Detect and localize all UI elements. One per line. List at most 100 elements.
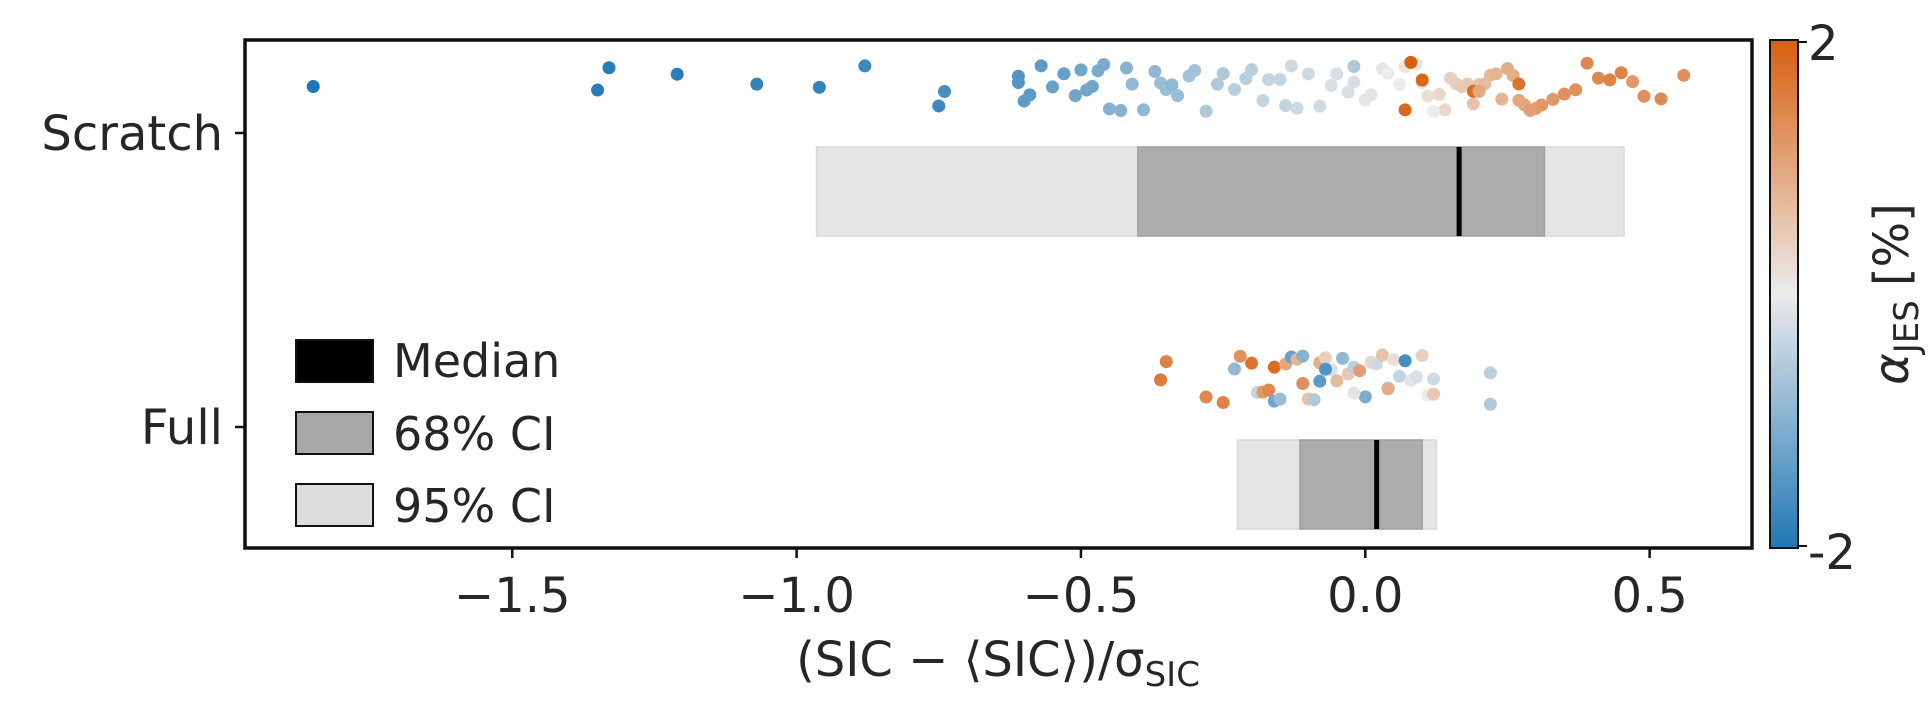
point-scratch-19: [1085, 79, 1099, 93]
point-full-5: [1233, 349, 1247, 363]
point-scratch-86: [1637, 89, 1651, 103]
point-scratch-32: [1188, 64, 1202, 78]
colorbar-gradient: [1769, 39, 1799, 549]
legend-swatch-ci95: [295, 483, 374, 527]
point-full-25: [1336, 351, 1350, 365]
point-full-0: [1154, 373, 1168, 387]
point-scratch-48: [1341, 85, 1355, 99]
point-scratch-80: [1569, 83, 1583, 97]
point-scratch-0: [306, 80, 320, 94]
point-full-1: [1159, 355, 1173, 369]
point-scratch-30: [1171, 89, 1185, 103]
point-full-35: [1392, 369, 1406, 383]
point-full-34: [1387, 353, 1401, 367]
point-scratch-13: [1034, 59, 1048, 73]
ci68-band-scratch: [1137, 146, 1546, 237]
point-scratch-33: [1199, 104, 1213, 118]
point-scratch-16: [1068, 89, 1082, 103]
colorbar-label-symbol: α: [1864, 353, 1920, 385]
point-scratch-81: [1580, 56, 1594, 70]
point-scratch-26: [1137, 103, 1151, 117]
point-scratch-46: [1324, 79, 1338, 93]
point-full-46: [1381, 382, 1395, 396]
point-scratch-25: [1125, 77, 1139, 91]
point-scratch-59: [1432, 87, 1446, 101]
point-full-36: [1398, 354, 1412, 368]
point-scratch-85: [1626, 75, 1640, 89]
point-scratch-97: [1279, 99, 1293, 113]
point-scratch-78: [1546, 92, 1560, 106]
point-scratch-3: [670, 67, 684, 81]
point-scratch-53: [1381, 66, 1395, 80]
point-scratch-8: [937, 84, 951, 98]
point-full-17: [1296, 376, 1310, 390]
point-scratch-12: [1023, 88, 1037, 102]
point-full-22: [1318, 351, 1332, 365]
point-full-41: [1427, 372, 1441, 386]
point-scratch-77: [1535, 98, 1549, 112]
legend-label-ci95: 95% CI: [393, 479, 556, 533]
colorbar-label: αJES [%]: [1864, 203, 1927, 385]
ci68-band-full: [1299, 439, 1423, 530]
point-scratch-2: [602, 61, 616, 75]
point-scratch-6: [858, 59, 872, 73]
point-scratch-1: [591, 83, 605, 97]
point-scratch-70: [1495, 92, 1509, 106]
point-scratch-60: [1438, 103, 1452, 117]
point-full-32: [1375, 348, 1389, 362]
point-scratch-87: [1654, 92, 1668, 106]
point-full-19: [1307, 393, 1321, 407]
point-scratch-41: [1273, 73, 1287, 87]
point-full-28: [1353, 364, 1367, 378]
point-full-29: [1358, 390, 1372, 404]
point-scratch-15: [1057, 67, 1071, 81]
point-scratch-89: [1398, 103, 1412, 117]
point-full-47: [1318, 362, 1332, 376]
point-full-21: [1313, 374, 1327, 388]
colorbar-label-subscript: JES: [1887, 300, 1927, 355]
point-scratch-51: [1364, 88, 1378, 102]
point-full-39: [1415, 348, 1429, 362]
point-scratch-95: [1427, 105, 1441, 119]
colorbar-min-label: -2: [1808, 525, 1856, 581]
x-tick-label-0: −1.5: [454, 568, 571, 624]
point-scratch-34: [1210, 77, 1224, 91]
point-full-4: [1228, 362, 1242, 376]
x-tick-label-1: −1.0: [738, 568, 855, 624]
point-scratch-5: [812, 80, 826, 94]
point-scratch-36: [1228, 82, 1242, 96]
colorbar: 2 -2 αJES [%]: [1769, 16, 1927, 581]
points-layer: [306, 55, 1691, 411]
point-scratch-22: [1102, 102, 1116, 116]
point-scratch-90: [1404, 55, 1418, 69]
point-scratch-49: [1347, 75, 1361, 89]
point-scratch-88: [1677, 68, 1691, 82]
point-scratch-43: [1290, 101, 1304, 115]
legend-label-ci68: 68% CI: [393, 407, 556, 461]
point-scratch-17: [1074, 63, 1088, 77]
point-scratch-23: [1114, 103, 1128, 117]
point-full-38: [1409, 370, 1423, 384]
plot-area: [243, 38, 1754, 550]
point-scratch-91: [1415, 73, 1429, 87]
point-scratch-69: [1489, 67, 1503, 81]
point-full-9: [1262, 383, 1276, 397]
point-scratch-83: [1603, 73, 1617, 87]
point-full-42: [1427, 387, 1441, 401]
legend-label-median: Median: [393, 334, 560, 388]
x-tick-label-4: 0.5: [1611, 568, 1687, 624]
point-scratch-98: [1472, 84, 1486, 98]
point-scratch-45: [1313, 99, 1327, 113]
point-scratch-27: [1148, 64, 1162, 78]
point-scratch-96: [1165, 78, 1179, 92]
point-scratch-38: [1245, 63, 1259, 77]
legend-swatch-median: [295, 339, 374, 383]
point-scratch-65: [1466, 97, 1480, 111]
point-full-16: [1296, 349, 1310, 363]
x-axis-label-subscript: SIC: [1145, 655, 1200, 695]
point-scratch-44: [1301, 67, 1315, 81]
point-scratch-24: [1119, 61, 1133, 75]
ci-layer: [815, 146, 1625, 530]
x-tick-label-3: 0.0: [1327, 568, 1403, 624]
legend-swatch-ci68: [295, 411, 374, 455]
